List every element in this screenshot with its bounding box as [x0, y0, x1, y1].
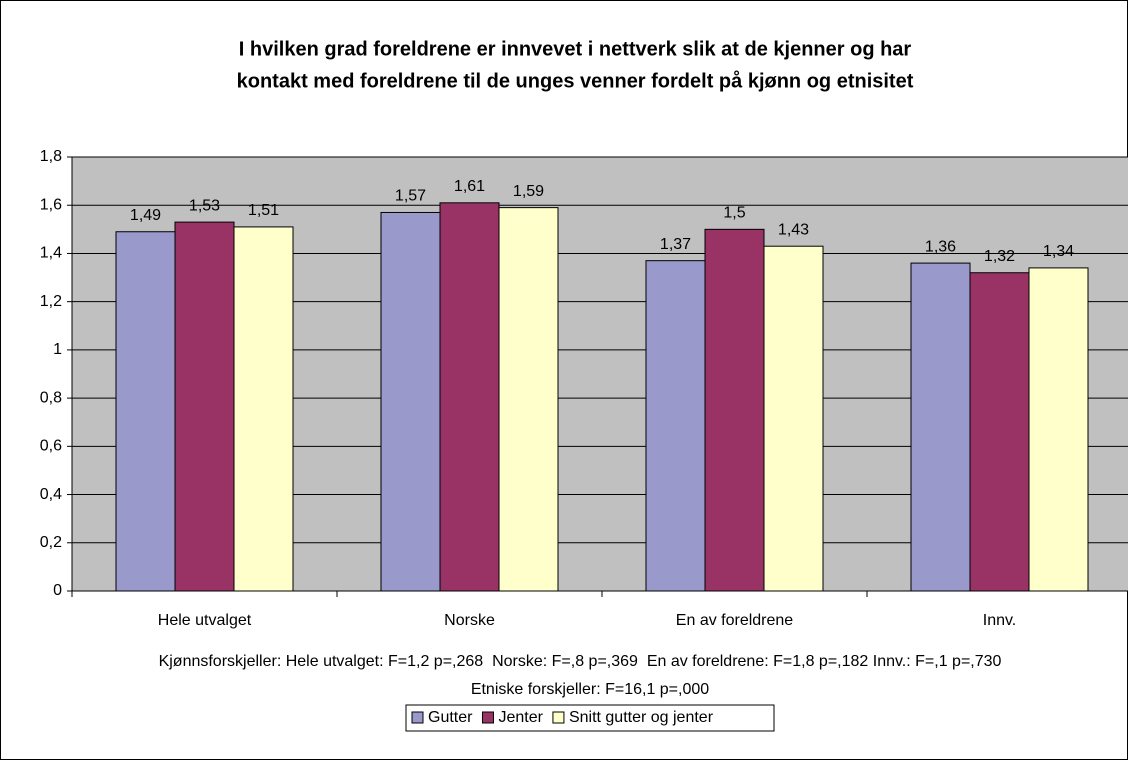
- legend-swatch: [481, 711, 494, 724]
- legend-box: [405, 704, 775, 732]
- bar: [969, 272, 1030, 592]
- legend-label: Gutter: [428, 709, 473, 726]
- y-tick-label: 1,4: [40, 245, 62, 262]
- data-label: 1,37: [660, 236, 691, 253]
- data-label: 1,43: [778, 221, 809, 238]
- y-tick-label: 1,6: [40, 196, 62, 213]
- bar: [1028, 267, 1089, 592]
- y-tick-label: 1,2: [40, 293, 62, 310]
- x-tick-label: Innv.: [983, 612, 1017, 629]
- data-label: 1,36: [925, 238, 956, 255]
- y-tick-label: 0,8: [40, 389, 62, 406]
- bar: [763, 245, 824, 592]
- data-label: 1,61: [454, 178, 485, 195]
- note: Etniske forskjeller: F=16,1 p=,000: [471, 681, 709, 698]
- bar: [645, 260, 706, 592]
- bar: [439, 202, 500, 592]
- bar: [910, 262, 971, 592]
- legend-label: Jenter: [498, 709, 543, 726]
- chart-title: kontakt med foreldrene til de unges venn…: [237, 69, 914, 92]
- y-tick-label: 0,2: [40, 534, 62, 551]
- data-label: 1,57: [395, 188, 426, 205]
- x-tick-label: Hele utvalget: [158, 612, 252, 629]
- data-label: 1,34: [1043, 243, 1074, 260]
- note: Kjønnsforskjeller: Hele utvalget: F=1,2 …: [159, 653, 1002, 670]
- y-tick-label: 0: [53, 582, 62, 599]
- x-tick-label: Norske: [444, 612, 495, 629]
- data-label: 1,59: [513, 183, 544, 200]
- legend-swatch: [411, 711, 424, 724]
- data-label: 1,32: [984, 248, 1015, 265]
- y-tick-label: 0,6: [40, 438, 62, 455]
- bar: [174, 221, 235, 592]
- chart-title: I hvilken grad foreldrene er innvevet i …: [239, 38, 912, 60]
- data-label: 1,49: [130, 207, 161, 224]
- bar: [115, 231, 176, 592]
- bar: [380, 211, 441, 592]
- legend-swatch: [552, 711, 565, 724]
- y-tick-label: 0,4: [40, 486, 62, 503]
- bar: [498, 207, 559, 592]
- data-label: 1,5: [723, 205, 745, 222]
- y-tick-label: 1,8: [40, 148, 62, 165]
- bar: [704, 228, 765, 592]
- x-tick-label: En av foreldrene: [676, 612, 794, 629]
- data-label: 1,51: [248, 202, 279, 219]
- bar: [233, 226, 294, 592]
- legend-label: Snitt gutter og jenter: [569, 709, 714, 726]
- data-label: 1,53: [189, 197, 220, 214]
- y-tick-label: 1: [53, 341, 62, 358]
